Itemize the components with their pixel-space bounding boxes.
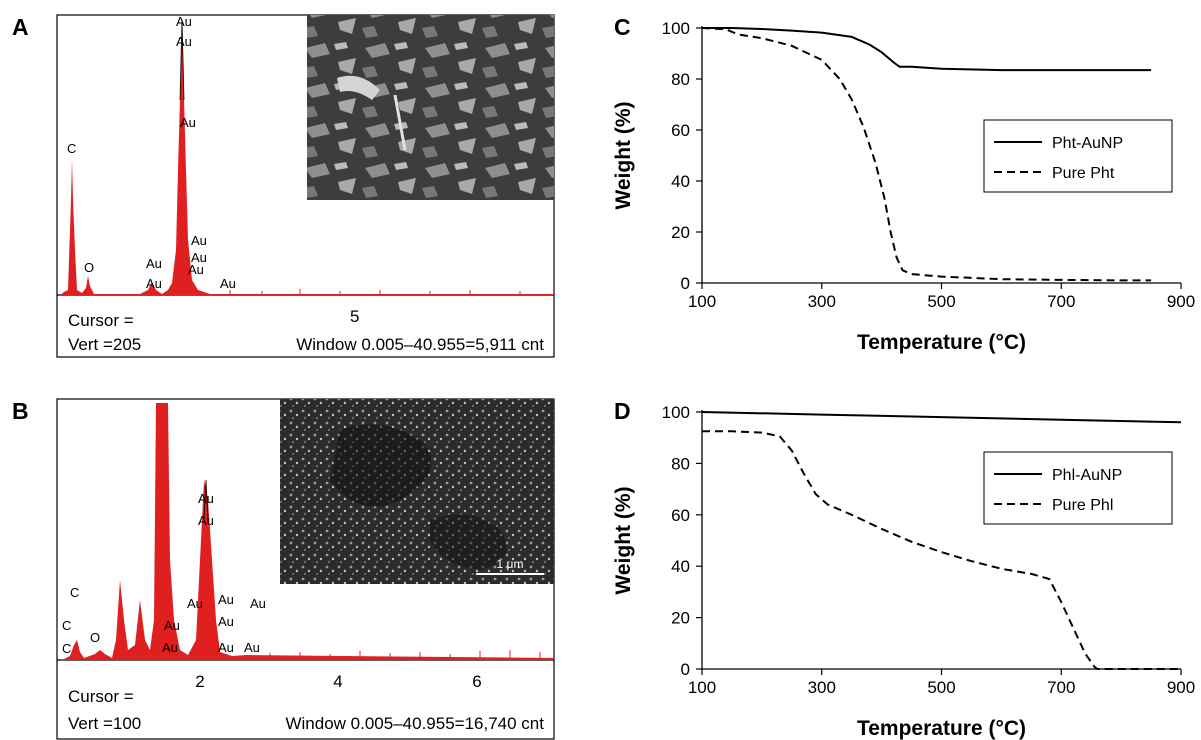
edx-b-peak-label: Au (218, 614, 234, 629)
edx-a-peak-label: O (84, 260, 94, 275)
edx-b-peak-label: Au (244, 640, 260, 655)
sem-image-b (280, 399, 554, 584)
edx-a-x-tick: 5 (350, 307, 359, 326)
x-axis-title: Temperature (°C) (857, 331, 1026, 354)
edx-b-x-tick: 4 (333, 672, 342, 691)
edx-b-peak-label: Au (218, 640, 234, 655)
edx-a-peak-label: Au (176, 34, 192, 49)
y-tick-label: 60 (671, 506, 690, 525)
panel-label-a: A (12, 14, 29, 40)
edx-a-spectrum (60, 30, 554, 295)
edx-a-window-label: Window 0.005–40.955=5,911 cnt (296, 335, 544, 354)
edx-a-peak-label: Au (191, 250, 207, 265)
legend-label: Pure Pht (1052, 165, 1115, 182)
y-tick-label: 80 (671, 454, 690, 473)
y-tick-label: 0 (681, 274, 690, 293)
legend-label: Pure Phl (1052, 497, 1113, 514)
y-tick-label: 0 (681, 660, 690, 679)
x-tick-label: 700 (1047, 292, 1075, 311)
edx-b-peak-label: Au (218, 592, 234, 607)
edx-b-vert-label: Vert =100 (68, 714, 141, 733)
legend: Phl-AuNP Pure Phl (983, 451, 1173, 525)
edx-a-cursor-label: Cursor = (68, 311, 134, 330)
edx-a-vert-label: Vert =205 (68, 335, 141, 354)
panel-label-d: D (614, 398, 631, 424)
edx-b-peak-label: Au (162, 640, 178, 655)
y-tick-label: 20 (671, 223, 690, 242)
sem-b-scale-label: 1 μm (497, 557, 524, 571)
edx-b-peak-label: Au (198, 491, 214, 506)
edx-a-noise (229, 289, 521, 294)
edx-a-peak-label: C (67, 141, 76, 156)
sem-b-dark-region (430, 514, 507, 570)
sem-b-dark-region (330, 424, 432, 507)
edx-a-peak-label: Au (188, 262, 204, 277)
edx-a-peak-label: Au (191, 233, 207, 248)
series-line-pht-aunp (702, 27, 1152, 72)
legend: Pht-AuNP Pure Pht (983, 119, 1173, 193)
edx-b-peak-label: C (70, 585, 79, 600)
edx-a-peak-label: Au (176, 14, 192, 29)
edx-a-peak-label: Au (220, 276, 236, 291)
x-tick-label: 700 (1047, 678, 1075, 697)
panel-label-b: B (12, 398, 29, 424)
x-tick-label: 900 (1167, 678, 1195, 697)
edx-a-au-peak-line (179, 19, 185, 101)
edx-a-peak-label: Au (146, 276, 162, 291)
y-tick-label: 40 (671, 172, 690, 191)
x-tick-label: 900 (1167, 292, 1195, 311)
edx-b-spectrum (62, 403, 554, 660)
x-tick-label: 100 (688, 292, 716, 311)
legend-label: Phl-AuNP (1052, 467, 1122, 484)
edx-b-x-tick: 2 (195, 672, 204, 691)
series-line-phl-aunp (701, 411, 1182, 424)
y-axis-title: Weight (%) (612, 101, 635, 209)
edx-b-window-label: Window 0.005–40.955=16,740 cnt (285, 714, 544, 733)
edx-a-peak-label: Au (180, 115, 196, 130)
legend-box (983, 119, 1173, 193)
legend-box (983, 451, 1173, 525)
edx-b-peak-label: C (62, 641, 71, 656)
edx-a-peak-label: Au (146, 256, 162, 271)
edx-b-noise (269, 650, 541, 659)
y-tick-label: 100 (662, 403, 690, 422)
panel-label-c: C (614, 14, 631, 40)
edx-b-peak-label: C (62, 618, 71, 633)
sem-image-a (307, 15, 554, 200)
tga-chart-c: 100 300 500 700 900 0 20 40 60 80 100 Temperature… (612, 19, 1195, 354)
y-axis-title: Weight (%) (612, 486, 635, 594)
y-tick-label: 100 (662, 19, 690, 38)
y-tick-label: 40 (671, 557, 690, 576)
edx-b-peak-label: Au (164, 618, 180, 633)
y-tick-label: 80 (671, 70, 690, 89)
legend-label: Pht-AuNP (1052, 135, 1123, 152)
x-tick-label: 500 (927, 678, 955, 697)
x-tick-label: 300 (808, 292, 836, 311)
x-axis-title: Temperature (°C) (857, 717, 1026, 740)
sem-a-fiber (393, 94, 407, 151)
edx-panel-b: 1 μm Au Au C Au Au Au C O Au Au C Au Au … (56, 398, 555, 740)
edx-b-peak-label: Au (250, 596, 266, 611)
edx-b-au-peak-line (203, 479, 209, 521)
edx-b-cursor-label: Cursor = (68, 687, 134, 706)
sem-a-flake (337, 75, 380, 100)
edx-panel-a: Au Au Au C O Au Au Au Au Au Au 5 Cursor … (56, 14, 555, 358)
x-tick-label: 300 (808, 678, 836, 697)
edx-b-x-tick: 6 (472, 672, 481, 691)
y-tick-label: 60 (671, 121, 690, 140)
y-tick-label: 20 (671, 609, 690, 628)
x-tick-label: 100 (688, 678, 716, 697)
tga-chart-d: 100 300 500 700 900 0 20 40 60 80 100 Temperature… (612, 403, 1195, 740)
edx-b-peak-label: O (90, 630, 100, 645)
edx-b-peak-label: Au (198, 513, 214, 528)
x-tick-label: 500 (927, 292, 955, 311)
series-line-pure-pht (701, 27, 1152, 282)
edx-b-peak-label: Au (187, 596, 203, 611)
